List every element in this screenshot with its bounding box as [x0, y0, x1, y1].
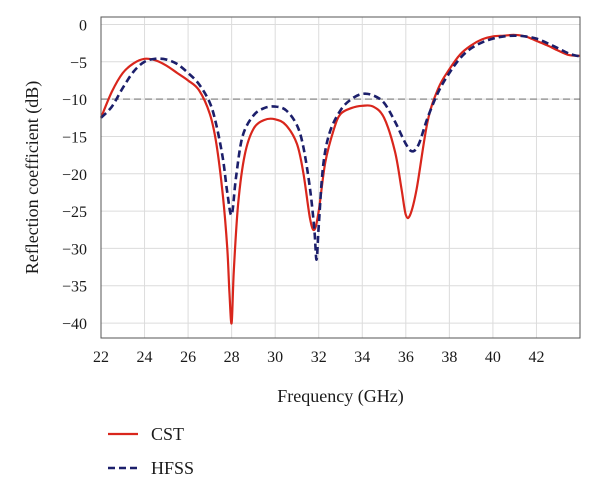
plot-frame [100, 16, 581, 339]
grid-layer [101, 17, 580, 338]
x-tick-label: 32 [311, 349, 327, 366]
x-tick-label: 36 [398, 349, 414, 366]
x-tick-label: 28 [224, 349, 240, 366]
legend-label-cst: CST [151, 424, 184, 444]
x-tick-label: 42 [528, 349, 544, 366]
y-tick-label: −15 [62, 129, 87, 146]
series-layer [99, 33, 581, 325]
series-line-cst [99, 33, 581, 325]
y-tick-label: −30 [62, 241, 87, 258]
y-axis-title: Reflection coefficient (dB) [22, 81, 43, 275]
x-tick-label: 30 [267, 349, 283, 366]
y-tick-label: 0 [79, 17, 87, 34]
y-tick-label: −5 [70, 55, 87, 72]
y-tick-label: −10 [62, 92, 87, 109]
y-tick-label: −20 [62, 167, 87, 184]
y-tick-label: −35 [62, 279, 87, 296]
x-tick-label: 22 [93, 349, 109, 366]
x-tick-label: 38 [441, 349, 457, 366]
x-tick-label: 34 [354, 349, 370, 366]
y-tick-label: −40 [62, 316, 87, 333]
series-line-hfss [100, 34, 581, 261]
x-tick-label: 40 [485, 349, 501, 366]
y-tick-labels: 0 −5 −10 −15 −20 −25 −30 −35 −40 [62, 17, 87, 333]
x-axis-title: Frequency (GHz) [277, 386, 403, 407]
x-tick-label: 26 [180, 349, 196, 366]
legend-label-hfss: HFSS [151, 458, 194, 478]
x-tick-labels: 22 24 26 28 30 32 34 36 38 40 42 [93, 349, 544, 366]
y-tick-label: −25 [62, 204, 87, 221]
legend: CST HFSS [108, 424, 194, 478]
x-tick-label: 24 [137, 349, 153, 366]
